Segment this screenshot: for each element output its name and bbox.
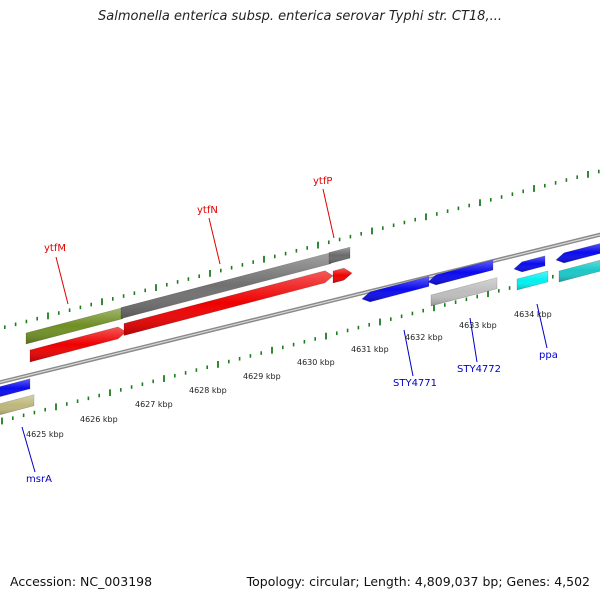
gene-leader-line [536,303,548,349]
STY4772-cds-shade [431,277,497,306]
gene-leader-line [21,426,36,473]
gene-leader-line [208,217,221,265]
map-title: Salmonella enterica subsp. enterica sero… [98,9,502,24]
summary-text: Topology: circular; Length: 4,809,037 bp… [246,574,590,589]
gene-label: STY4772 [457,364,501,375]
tick-label: 4632 kbp [405,333,443,342]
tick-label: 4629 kbp [243,372,281,381]
gene-label: msrA [26,474,52,485]
right-cds-shade [559,260,600,282]
feature-track [0,243,600,416]
gene-label: ytfM [44,243,66,254]
tick-label: 4633 kbp [459,321,497,330]
ppa-cds-shade [517,270,548,290]
gene-label: ppa [539,350,558,361]
ytfM-gene-shade [26,307,123,344]
upper-tick-track [4,169,600,329]
STY4772-gene-shade [428,260,493,285]
tick-label: 4634 kbp [514,310,552,319]
gene-leader-line [322,188,335,239]
accession-text: Accession: NC_003198 [10,574,153,589]
tick-label: 4631 kbp [351,345,389,354]
tick-labels: 4625 kbp 4626 kbp 4627 kbp 4628 kbp 4629 kbp… [26,310,552,439]
ytfM-cds-shade [30,326,126,362]
ytfP-cds-shade [333,268,352,283]
gene-label: STY4771 [393,378,437,389]
gene-leader-line [55,256,69,305]
ppa-gene-shade [514,255,545,272]
genome-backbone [0,232,600,385]
msrA-cds-shade [0,394,34,415]
right-gene-shade [556,243,600,263]
gene-label: ytfP [313,176,332,187]
STY4771-gene-shade [362,276,429,302]
tick-label: 4625 kbp [26,430,64,439]
ytfP-gene-shade [329,247,350,264]
ytfN-cds-shade [124,270,333,336]
ytfN-gene-shade [121,252,331,319]
tick-label: 4627 kbp [135,400,173,409]
gene-labels: ytfM ytfN ytfP STY4771 STY4772 ppa msrA [21,176,558,485]
gene-leader-line [469,317,478,363]
gene-label: ytfN [197,205,218,216]
tick-label: 4630 kbp [297,358,335,367]
tick-label: 4626 kbp [80,415,118,424]
backbone-highlight [0,234,600,383]
tick-label: 4628 kbp [189,386,227,395]
lower-tick-track [1,261,597,425]
gene-leader-line [403,329,414,377]
msrA-gene-shade [0,378,30,397]
